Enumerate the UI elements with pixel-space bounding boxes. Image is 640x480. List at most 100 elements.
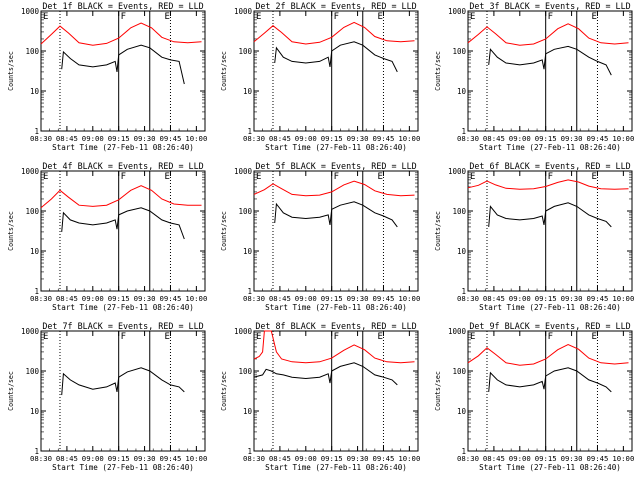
y-tick-label: 1	[461, 287, 466, 296]
x-axis-label: Start Time (27-Feb-11 08:26:40)	[52, 143, 194, 152]
plot-frame	[40, 10, 206, 132]
y-tick-label: 100	[25, 207, 39, 216]
series-line-lld	[253, 330, 415, 364]
y-tick-label: 10	[243, 407, 253, 416]
x-tick-label: 09:15	[321, 134, 343, 143]
detector-panel-7: Det 7f BLACK = Events, RED = LLD 1 10 100 10…	[0, 320, 213, 480]
x-axis-label: Start Time (27-Feb-11 08:26:40)	[479, 303, 621, 312]
x-tick-label: 09:30	[134, 294, 156, 303]
detector-chart-8: Det 8f BLACK = Events, RED = LLD 1 10 100 10…	[220, 321, 420, 472]
detector-chart-4: Det 4f BLACK = Events, RED = LLD 1 10 100 10…	[7, 161, 207, 312]
region-label: E	[377, 172, 382, 182]
plot-frame	[467, 170, 633, 292]
y-tick-label: 1000	[234, 7, 253, 16]
x-tick-label: 09:45	[159, 134, 181, 143]
x-tick-label: 09:00	[509, 454, 531, 463]
y-tick-label: 1	[461, 447, 466, 456]
y-axis-label: Counts/sec	[220, 211, 228, 251]
x-tick-label: 10:00	[612, 454, 634, 463]
region-label: E	[591, 332, 596, 342]
y-axis-label: Counts/sec	[7, 371, 15, 411]
chart-title: Det 8f BLACK = Events, RED = LLD	[255, 321, 416, 331]
chart-title: Det 6f BLACK = Events, RED = LLD	[469, 161, 630, 171]
region-label: F	[548, 172, 553, 182]
region-label: F	[121, 172, 126, 182]
x-tick-label: 09:30	[561, 294, 583, 303]
region-label: E	[164, 172, 169, 182]
region-label: E	[256, 12, 261, 22]
x-tick-label: 09:30	[561, 454, 583, 463]
y-tick-label: 1000	[21, 327, 40, 336]
x-tick-label: 10:00	[398, 294, 420, 303]
x-tick-label: 09:15	[535, 134, 557, 143]
y-tick-label: 1	[247, 127, 252, 136]
x-axis-label: Start Time (27-Feb-11 08:26:40)	[52, 463, 194, 472]
x-tick-label: 08:30	[243, 134, 265, 143]
x-tick-label: 09:00	[82, 134, 104, 143]
series-line-lld	[467, 23, 629, 46]
series-line-events	[274, 41, 398, 73]
detector-chart-6: Det 6f BLACK = Events, RED = LLD 1 10 100 10…	[434, 161, 634, 312]
y-tick-label: 1000	[21, 7, 40, 16]
y-tick-label: 10	[243, 87, 253, 96]
y-axis-label: Counts/sec	[434, 51, 442, 91]
y-tick-label: 100	[238, 47, 252, 56]
region-label: F	[334, 332, 339, 342]
x-tick-label: 08:45	[483, 294, 505, 303]
x-tick-label: 09:00	[295, 134, 317, 143]
x-tick-label: 08:45	[483, 134, 505, 143]
x-tick-label: 09:00	[82, 294, 104, 303]
y-tick-label: 1	[247, 287, 252, 296]
x-tick-label: 08:30	[30, 294, 52, 303]
x-tick-label: 09:30	[134, 454, 156, 463]
x-tick-label: 10:00	[398, 454, 420, 463]
detector-chart-9: Det 9f BLACK = Events, RED = LLD 1 10 100 10…	[434, 321, 634, 472]
region-label: E	[470, 172, 475, 182]
y-tick-label: 1000	[234, 327, 253, 336]
x-tick-label: 10:00	[398, 134, 420, 143]
detector-chart-2: Det 2f BLACK = Events, RED = LLD 1 10 100 10…	[220, 1, 420, 152]
x-tick-label: 08:30	[243, 454, 265, 463]
x-tick-label: 08:30	[457, 454, 479, 463]
series-line-events	[61, 207, 185, 240]
x-tick-label: 09:15	[108, 454, 130, 463]
x-tick-label: 10:00	[185, 134, 207, 143]
y-tick-label: 1000	[448, 7, 467, 16]
y-axis-label: Counts/sec	[220, 51, 228, 91]
x-tick-label: 09:45	[586, 134, 608, 143]
region-label: F	[334, 172, 339, 182]
x-axis-label: Start Time (27-Feb-11 08:26:40)	[265, 463, 407, 472]
y-tick-label: 1000	[448, 167, 467, 176]
x-axis-label: Start Time (27-Feb-11 08:26:40)	[265, 143, 407, 152]
chart-title: Det 5f BLACK = Events, RED = LLD	[255, 161, 416, 171]
x-tick-label: 08:45	[56, 454, 78, 463]
y-tick-label: 10	[30, 87, 40, 96]
detector-panel-3: Det 3f BLACK = Events, RED = LLD 1 10 100 10…	[427, 0, 640, 160]
y-tick-label: 1	[34, 447, 39, 456]
series-line-events	[488, 45, 612, 76]
series-line-lld	[40, 185, 202, 209]
y-tick-label: 100	[452, 367, 466, 376]
x-tick-label: 09:15	[321, 294, 343, 303]
x-tick-label: 09:15	[108, 294, 130, 303]
series-line-events	[61, 44, 185, 85]
x-tick-label: 09:00	[509, 134, 531, 143]
x-tick-label: 08:45	[269, 454, 291, 463]
x-tick-label: 08:30	[30, 454, 52, 463]
y-tick-label: 100	[25, 367, 39, 376]
x-tick-label: 09:30	[347, 134, 369, 143]
y-tick-label: 10	[30, 407, 40, 416]
detector-panel-6: Det 6f BLACK = Events, RED = LLD 1 10 100 10…	[427, 160, 640, 320]
region-label: E	[470, 12, 475, 22]
series-line-lld	[253, 21, 415, 45]
region-label: E	[377, 332, 382, 342]
y-tick-label: 10	[30, 247, 40, 256]
x-axis-label: Start Time (27-Feb-11 08:26:40)	[479, 143, 621, 152]
x-tick-label: 10:00	[612, 294, 634, 303]
x-tick-label: 09:15	[535, 294, 557, 303]
x-tick-label: 09:15	[321, 454, 343, 463]
detector-panel-2: Det 2f BLACK = Events, RED = LLD 1 10 100 10…	[213, 0, 426, 160]
y-tick-label: 10	[243, 247, 253, 256]
x-axis-label: Start Time (27-Feb-11 08:26:40)	[265, 303, 407, 312]
